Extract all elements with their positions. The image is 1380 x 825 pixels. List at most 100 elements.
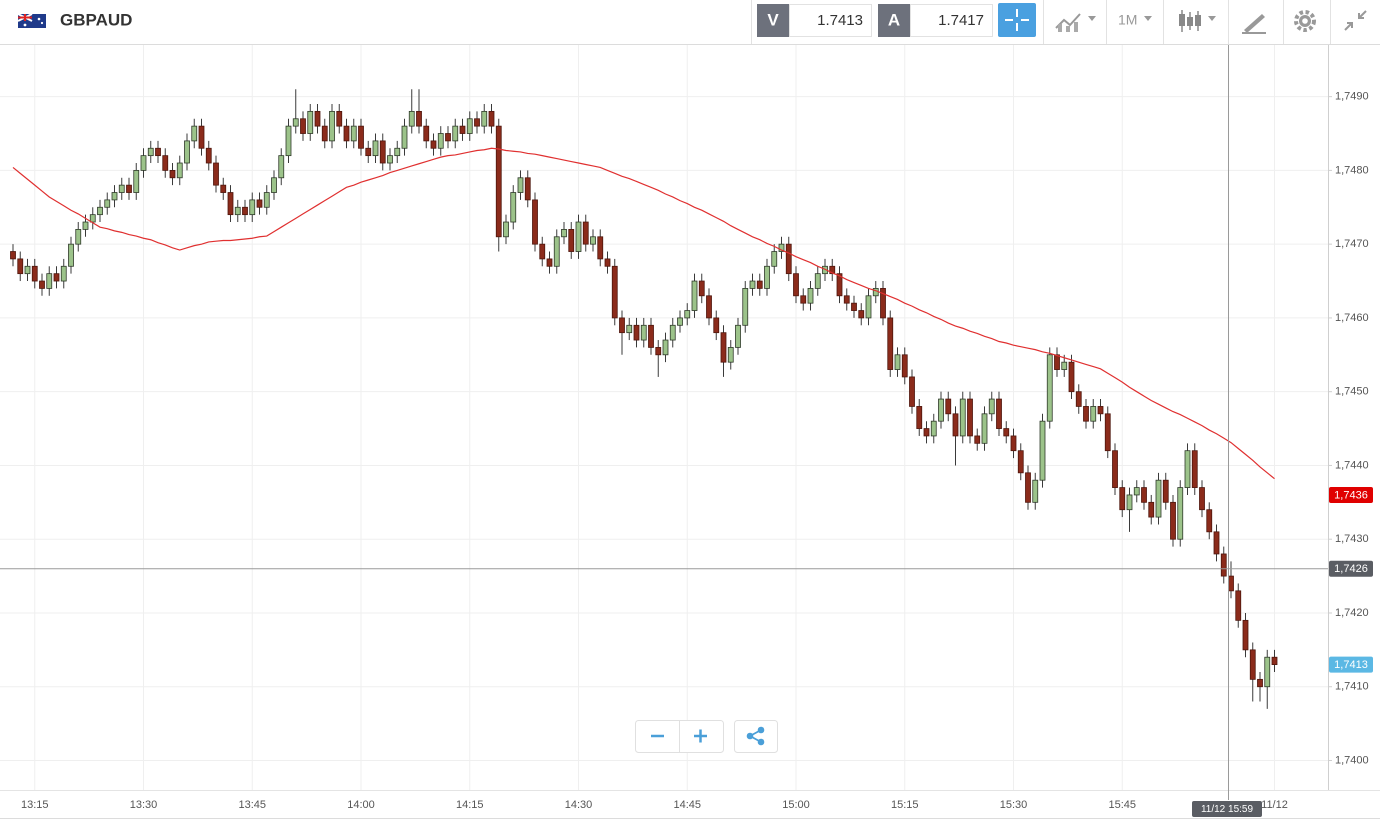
share-button[interactable]	[734, 720, 778, 753]
candle-body	[517, 177, 524, 193]
candle-body	[1133, 487, 1140, 496]
candle-body	[626, 324, 633, 334]
candle-body	[1061, 361, 1068, 370]
y-tick-label: 1,7470	[1335, 238, 1369, 250]
candle-body	[227, 192, 234, 216]
candle-body	[336, 110, 343, 127]
candle-body	[176, 162, 183, 179]
candle-body	[17, 258, 24, 275]
candle-body	[1184, 450, 1191, 488]
candle-body	[684, 310, 691, 319]
candle-body	[785, 243, 792, 275]
candle-body	[880, 288, 886, 319]
candle-body	[459, 125, 466, 134]
x-tick-label: 11/12	[1261, 799, 1288, 811]
candle-body	[923, 428, 930, 437]
settings-button[interactable]	[1294, 10, 1316, 32]
candle-body	[1054, 354, 1060, 370]
candle-body	[945, 398, 952, 415]
candle-body	[452, 125, 459, 142]
candle-body	[836, 273, 843, 297]
candle-body	[1220, 553, 1227, 577]
candle-body	[1104, 413, 1111, 452]
candle-body	[155, 147, 161, 157]
buy-price-box	[910, 4, 993, 37]
candle-body	[1112, 450, 1118, 488]
candle-body	[242, 206, 248, 216]
candle-body	[24, 265, 31, 275]
timeframe[interactable]: 1M	[1118, 12, 1137, 28]
candle-body	[329, 110, 335, 142]
candle-body	[553, 236, 560, 267]
crosshair-price-label: 1,7426	[1334, 563, 1368, 575]
candle-body	[691, 280, 698, 311]
candle-body	[742, 288, 749, 326]
candle-body	[590, 236, 596, 245]
candle-body	[814, 273, 821, 289]
candle-body	[1003, 428, 1010, 437]
timeframe-caret[interactable]	[1144, 16, 1152, 21]
sell-price-box	[789, 4, 872, 37]
candle-body	[394, 147, 401, 157]
y-tick-label: 1,7400	[1335, 754, 1369, 766]
x-tick-label: 15:30	[1000, 799, 1028, 811]
candle-body	[169, 169, 176, 179]
candle-body	[68, 243, 74, 267]
candle-body	[930, 420, 937, 437]
sell-price: 1.7413	[817, 12, 863, 29]
symbol: GBPAUD	[60, 10, 132, 29]
draw-tool-button[interactable]	[1242, 14, 1266, 34]
x-tick-label: 14:30	[565, 799, 593, 811]
candle-body	[350, 125, 357, 142]
candle-body	[60, 265, 67, 282]
candle-body	[104, 199, 111, 208]
candle-body	[111, 192, 118, 201]
candle-body	[713, 317, 720, 334]
crosshair-button[interactable]	[998, 3, 1036, 37]
candle-body	[300, 118, 306, 134]
candle-body	[140, 155, 147, 171]
sell-label[interactable]: V	[767, 10, 779, 29]
candle-body	[503, 221, 509, 238]
y-tick-label: 1,7440	[1335, 459, 1369, 471]
y-tick-label: 1,7490	[1335, 91, 1369, 103]
candle-body	[662, 339, 669, 356]
candle-body	[510, 192, 517, 223]
zoom-controls	[635, 720, 778, 753]
candle-body	[1206, 509, 1213, 533]
candle-body	[285, 125, 292, 157]
candle-body	[271, 177, 277, 193]
candle-body	[764, 265, 770, 289]
chart-type-button[interactable]	[1179, 10, 1216, 32]
x-tick-label: 14:15	[456, 799, 484, 811]
candle-body	[1228, 575, 1234, 592]
candle-body	[887, 317, 894, 370]
x-tick-label: 14:00	[347, 799, 375, 811]
candle-body	[1170, 501, 1176, 540]
indicators-button[interactable]	[1055, 13, 1096, 32]
candle-body	[749, 280, 756, 289]
candle-body	[698, 280, 705, 297]
candle-body	[31, 265, 38, 282]
price-marker-label: 1,7436	[1334, 489, 1368, 501]
y-tick-label: 1,7430	[1335, 533, 1369, 545]
candle-body	[938, 398, 944, 422]
sell-button[interactable]	[757, 4, 789, 37]
buy-button[interactable]	[878, 4, 910, 37]
candle-body	[1017, 450, 1024, 474]
candle-body	[735, 324, 741, 348]
candle-body	[416, 110, 422, 127]
candle-body	[1213, 531, 1220, 555]
collapse-button[interactable]	[1344, 10, 1367, 31]
buy-price: 1.7417	[938, 12, 984, 29]
zoom-in-button[interactable]	[694, 729, 707, 743]
candle-body	[959, 398, 966, 437]
candle-body	[1199, 487, 1205, 511]
candle-body	[1235, 590, 1242, 621]
crosshair-price-box	[1329, 560, 1373, 577]
candle-body	[307, 110, 314, 134]
buy-label[interactable]: A	[888, 10, 900, 29]
candle-body	[126, 184, 132, 193]
candle-body	[39, 280, 45, 289]
